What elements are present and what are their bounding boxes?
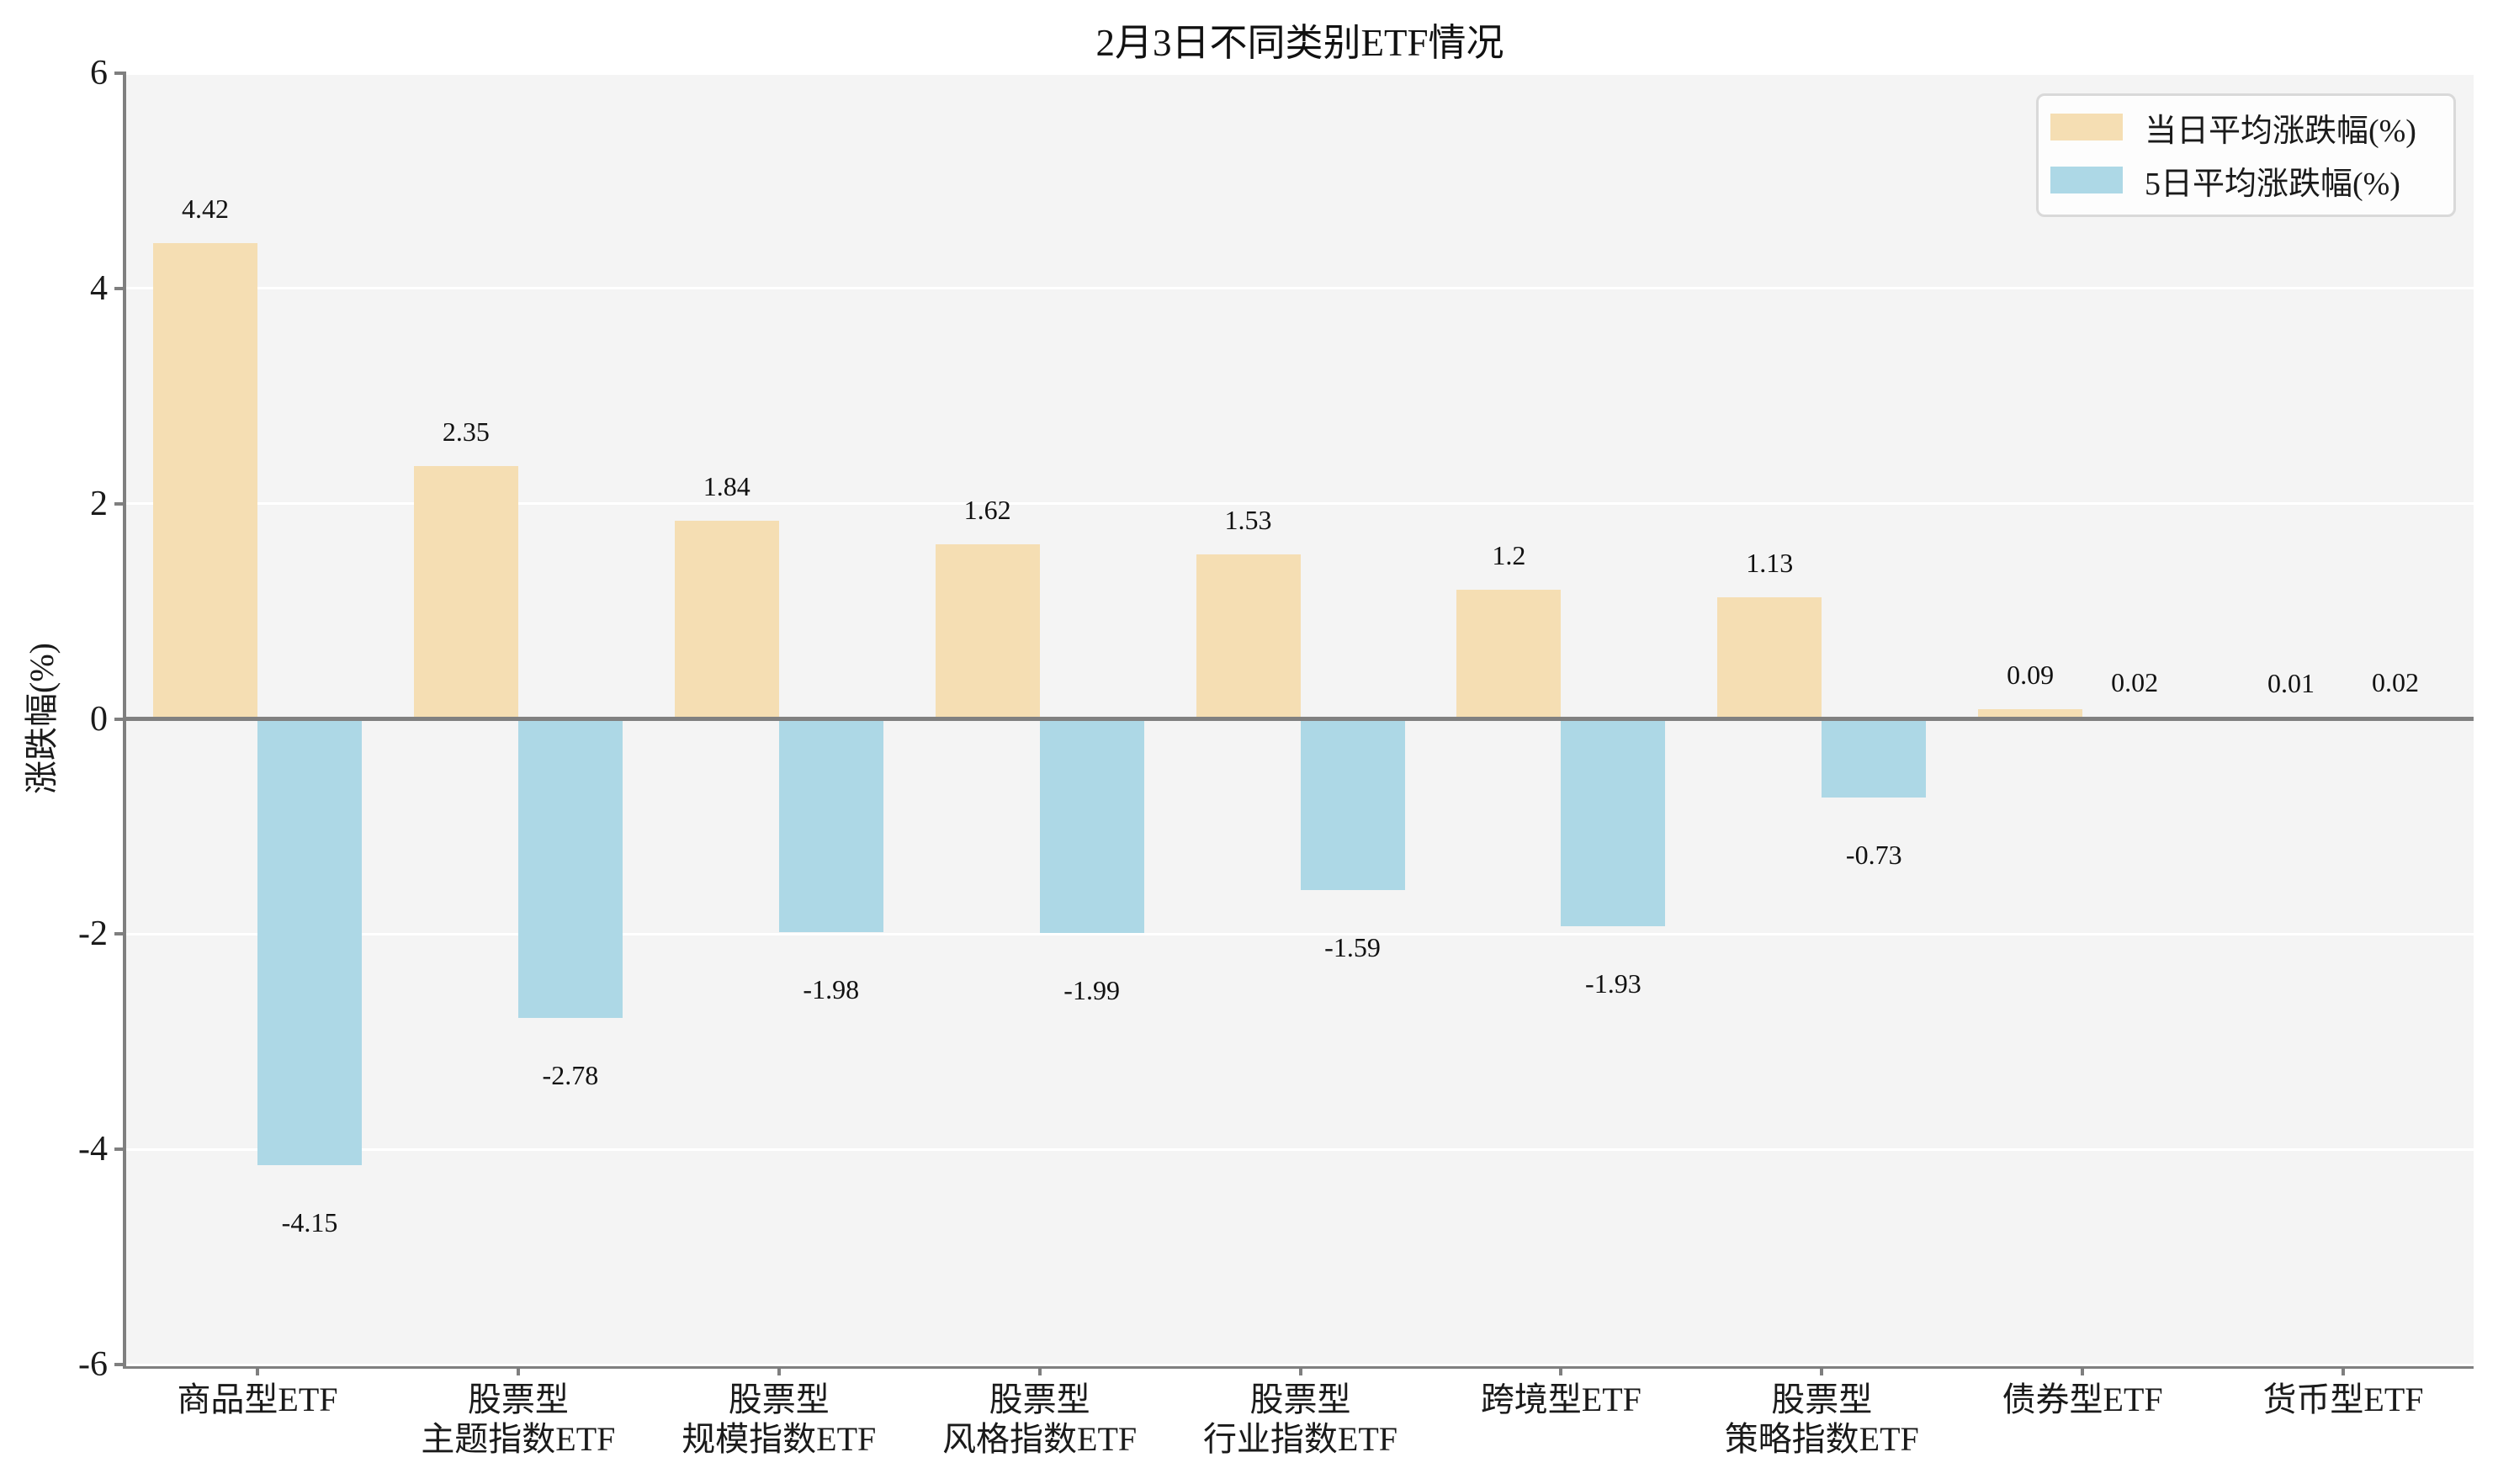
gridline — [126, 502, 2474, 506]
x-tick-mark — [1037, 1365, 1042, 1375]
x-tick-label-line: 主题指数ETF — [421, 1420, 616, 1458]
x-tick-label-line: 股票型 — [1249, 1381, 1351, 1418]
bar-value-label: 0.09 — [2007, 659, 2055, 690]
x-tick-label-line: 风格指数ETF — [942, 1420, 1138, 1458]
daily-bar — [674, 521, 779, 719]
x-tick-mark — [1298, 1365, 1302, 1375]
legend-label-daily: 当日平均涨跌幅(%) — [2145, 113, 2416, 149]
bar-value-label: 1.53 — [1224, 504, 1272, 535]
bar-value-label: 1.13 — [1746, 547, 1794, 578]
x-tick-label-line: 货币型ETF — [2262, 1381, 2424, 1418]
x-tick-label-line: 股票型 — [728, 1381, 830, 1418]
bar-value-label: 0.01 — [2267, 668, 2315, 699]
y-tick-mark — [114, 717, 126, 721]
y-tick-mark — [114, 286, 126, 290]
y-tick-mark — [114, 72, 126, 75]
y-tick-label: -4 — [78, 1130, 108, 1169]
x-tick-label: 货币型ETF — [2204, 1380, 2482, 1419]
y-tick-label: -6 — [78, 1345, 108, 1384]
x-tick-label-line: 商品型ETF — [177, 1381, 338, 1418]
x-tick-mark — [1820, 1365, 1824, 1375]
5day-bar — [1300, 718, 1405, 890]
x-tick-mark — [1559, 1365, 1563, 1375]
x-tick-mark — [256, 1365, 259, 1375]
bar-value-label: -0.73 — [1845, 839, 1902, 870]
bar-value-label: -2.78 — [542, 1060, 599, 1091]
daily-bar — [935, 544, 1040, 719]
x-axis-spine — [123, 1365, 2474, 1369]
plot-area: 4.42 2.35 1.84 1.62 1.53 1.2 1.13 0.09 0.01 -4.15… — [126, 72, 2474, 1366]
y-tick-label: 0 — [90, 699, 108, 739]
gridline — [126, 72, 2474, 75]
legend: 当日平均涨跌幅(%) 5日平均涨跌幅(%) — [2036, 93, 2456, 217]
5day-bar — [1039, 718, 1144, 934]
y-tick-mark — [114, 1147, 126, 1152]
chart-title: 2月3日不同类别ETF情况 — [1095, 22, 1504, 64]
x-tick-label: 商品型ETF — [119, 1380, 396, 1419]
legend-label-5day: 5日平均涨跌幅(%) — [2145, 166, 2400, 202]
x-tick-mark — [2081, 1365, 2085, 1375]
legend-swatch-5day — [2050, 167, 2123, 193]
x-tick-label: 债券型ETF — [1944, 1380, 2221, 1419]
bar-value-label: -1.59 — [1324, 931, 1381, 962]
y-tick-label: 4 — [90, 268, 108, 308]
x-tick-label: 股票型 规模指数ETF — [640, 1380, 918, 1459]
daily-bar — [1456, 590, 1562, 719]
bar-value-label: 4.42 — [182, 193, 229, 225]
x-tick-label-line: 股票型 — [989, 1381, 1090, 1418]
bar-value-label: 1.2 — [1492, 540, 1526, 570]
x-tick-label: 股票型 行业指数ETF — [1162, 1380, 1440, 1459]
gridline — [126, 1363, 2474, 1366]
bar-value-label: 0.02 — [2111, 666, 2159, 697]
legend-swatch-daily — [2050, 114, 2123, 140]
daily-bar — [1196, 554, 1301, 719]
gridline — [126, 287, 2474, 290]
bar-value-label: -1.98 — [803, 973, 860, 1004]
5day-bar — [1561, 718, 1666, 927]
daily-bar — [1978, 708, 2083, 719]
x-tick-label: 股票型 风格指数ETF — [901, 1380, 1179, 1459]
y-tick-mark — [114, 932, 126, 936]
x-tick-mark — [777, 1365, 781, 1375]
gridline — [126, 1147, 2474, 1151]
bar-value-label: 2.35 — [442, 416, 490, 447]
x-tick-label-line: 行业指数ETF — [1202, 1420, 1398, 1458]
zero-baseline — [126, 717, 2474, 721]
x-tick-label: 跨境型ETF — [1422, 1380, 1700, 1419]
5day-bar — [517, 718, 623, 1019]
y-tick-mark — [114, 501, 126, 506]
x-tick-mark — [516, 1365, 520, 1375]
legend-item-5day: 5日平均涨跌幅(%) — [2050, 163, 2400, 202]
y-tick-label: 6 — [90, 54, 108, 93]
y-tick-label: -2 — [78, 914, 108, 954]
x-tick-label-line: 股票型 — [467, 1381, 569, 1418]
x-tick-label-line: 跨境型ETF — [1480, 1381, 1641, 1418]
bar-value-label: -1.93 — [1585, 968, 1641, 999]
x-tick-label: 股票型 策略指数ETF — [1683, 1380, 1960, 1459]
daily-bar — [413, 465, 518, 719]
x-tick-label-line: 股票型 — [1771, 1381, 1873, 1418]
5day-bar — [778, 718, 883, 932]
bar-value-label: -4.15 — [281, 1207, 338, 1238]
5day-bar — [257, 718, 362, 1166]
y-tick-mark — [114, 1363, 126, 1366]
y-axis-spine — [123, 73, 127, 1369]
x-tick-label-line: 规模指数ETF — [682, 1420, 877, 1458]
x-tick-label: 股票型 主题指数ETF — [379, 1380, 657, 1459]
y-tick-label: 2 — [90, 484, 108, 523]
bar-value-label: -1.99 — [1063, 975, 1120, 1006]
gridline — [126, 932, 2474, 935]
x-tick-label-line: 债券型ETF — [2002, 1381, 2163, 1418]
legend-item-daily: 当日平均涨跌幅(%) — [2050, 110, 2416, 149]
5day-bar — [1822, 718, 1927, 798]
bar-value-label: 0.02 — [2372, 666, 2419, 697]
daily-bar — [1717, 596, 1822, 719]
bar-value-label: 1.62 — [963, 495, 1011, 526]
x-tick-label-line: 策略指数ETF — [1724, 1420, 1919, 1458]
bar-value-label: 1.84 — [703, 471, 750, 502]
x-tick-mark — [2342, 1365, 2345, 1375]
daily-bar — [153, 243, 257, 719]
